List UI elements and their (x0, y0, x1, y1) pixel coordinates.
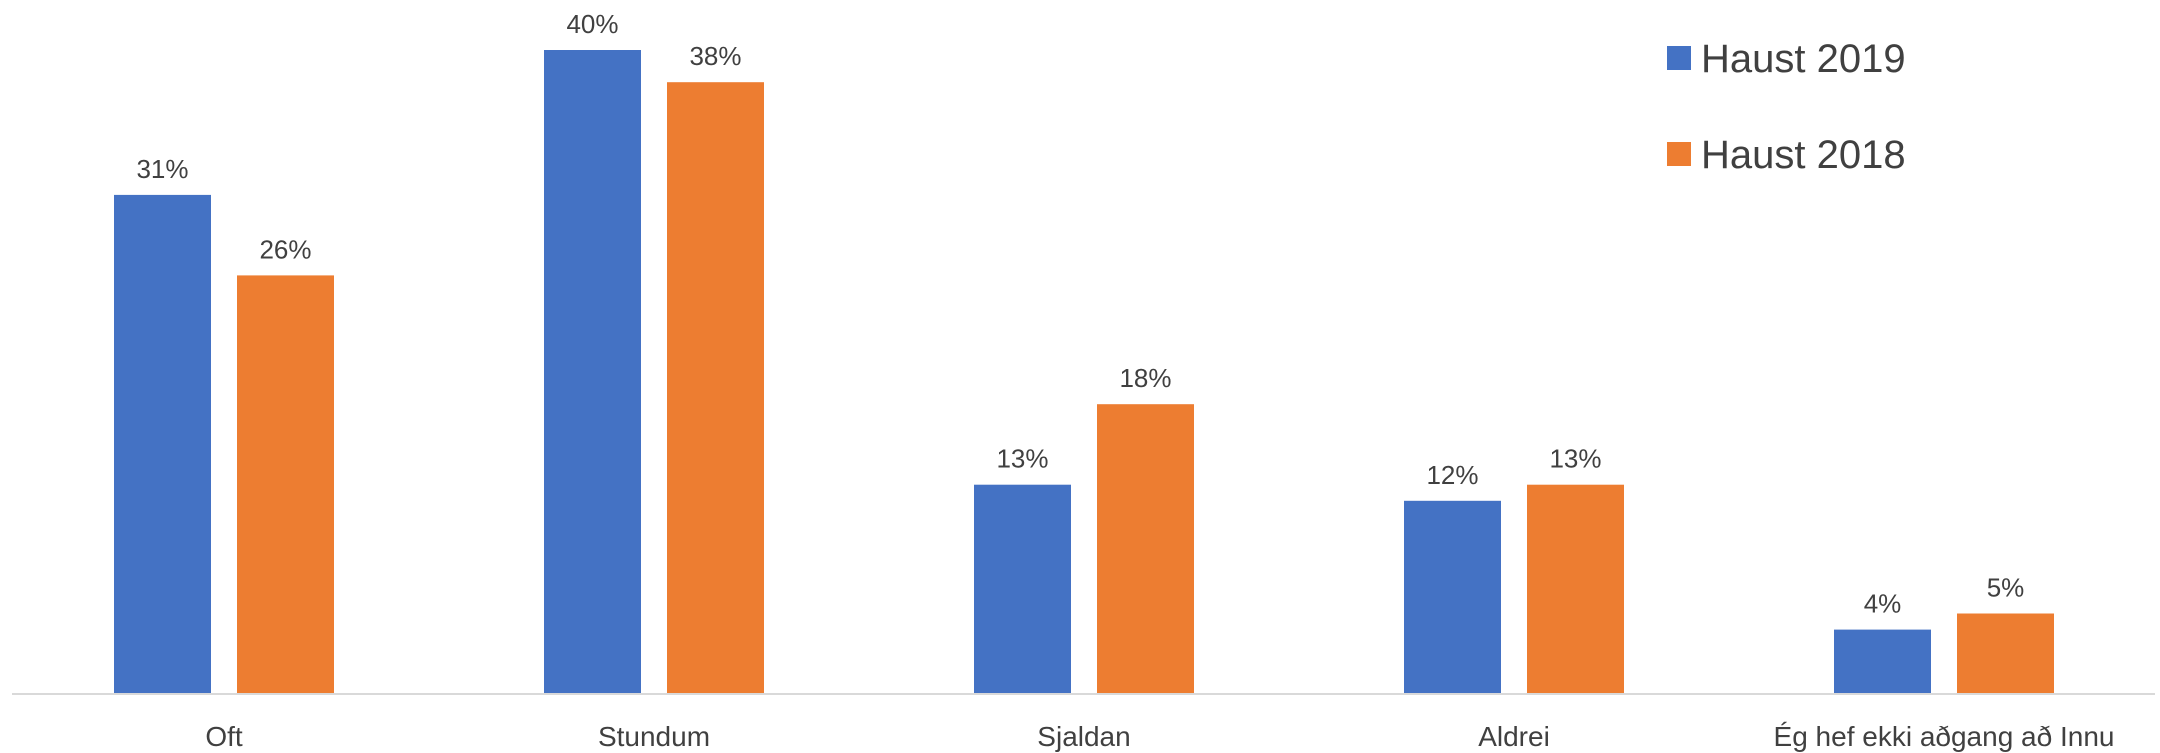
bar-series-0-category-1 (544, 50, 641, 694)
bar-series-1-category-2 (1097, 404, 1194, 694)
data-label-series-0-category-0: 31% (136, 154, 188, 184)
data-label-series-1-category-1: 38% (689, 41, 741, 71)
category-label-2: Sjaldan (1037, 721, 1130, 752)
category-label-0: Oft (205, 721, 243, 752)
bar-series-1-category-0 (237, 275, 334, 694)
category-label-1: Stundum (598, 721, 710, 752)
legend-label-0: Haust 2019 (1701, 37, 1906, 81)
data-label-series-1-category-3: 13% (1549, 444, 1601, 474)
data-label-series-1-category-4: 5% (1987, 573, 2025, 603)
data-label-series-0-category-4: 4% (1864, 589, 1902, 619)
bar-series-1-category-4 (1957, 613, 2054, 694)
legend-swatch-0 (1667, 46, 1691, 70)
bar-series-0-category-3 (1404, 500, 1501, 694)
category-label-3: Aldrei (1478, 721, 1550, 752)
bars-layer (114, 50, 2054, 694)
bar-series-1-category-3 (1527, 484, 1624, 694)
bar-series-0-category-4 (1834, 629, 1931, 694)
category-labels-layer: Oft Stundum Sjaldan Aldrei Ég hef ekki aðgan… (205, 721, 2114, 752)
bar-series-0-category-0 (114, 194, 211, 694)
category-label-4: Ég hef ekki aðgang að Innu (1774, 721, 2115, 752)
legend: Haust 2019 Haust 2018 (1667, 37, 1906, 177)
data-label-series-0-category-3: 12% (1426, 460, 1478, 490)
data-label-series-1-category-2: 18% (1119, 363, 1171, 393)
data-label-series-0-category-2: 13% (996, 444, 1048, 474)
legend-label-1: Haust 2018 (1701, 133, 1906, 177)
bar-series-0-category-2 (974, 484, 1071, 694)
legend-swatch-1 (1667, 142, 1691, 166)
data-labels-layer: 31% 26% 40% 38% 13% 18% 12% 13% 4% 5% (136, 9, 2024, 619)
data-label-series-1-category-0: 26% (259, 234, 311, 264)
data-label-series-0-category-1: 40% (566, 9, 618, 39)
bar-series-1-category-1 (667, 82, 764, 694)
